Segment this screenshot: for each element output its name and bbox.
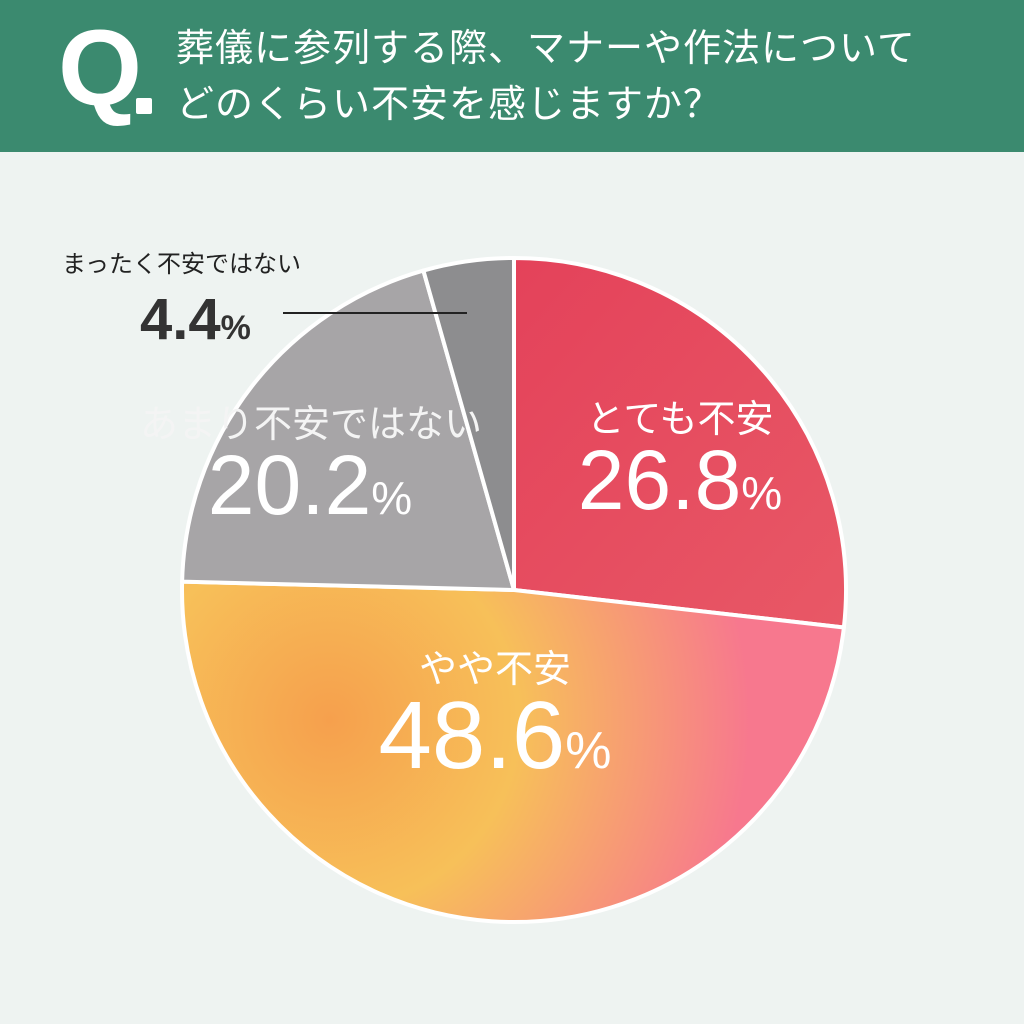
slice-not-anxious-at-all <box>421 256 516 592</box>
slice-unit: % <box>220 309 251 347</box>
slice-very-anxious <box>512 256 848 630</box>
slice-value-not-anxious-at-all: 4.4% <box>140 286 251 353</box>
slice-unit: % <box>371 472 413 524</box>
slice-name: やや不安 <box>418 647 571 691</box>
slice-label-not-anxious-at-all: まったく不安ではない <box>62 250 302 278</box>
leader-line <box>283 312 467 314</box>
slice-label-not-very-anxious: あまり不安ではない 20.2% <box>140 402 483 527</box>
question-line-1: 葬儀に参列する際、マナーや作法について <box>176 26 916 70</box>
slice-value: 26.8 <box>577 433 742 527</box>
slice-label-very-anxious: とても不安 26.8% <box>520 400 840 522</box>
question-dot <box>136 98 152 114</box>
question-mark: Q <box>58 7 142 128</box>
slice-label-somewhat-anxious: やや不安 48.6% <box>330 650 660 784</box>
slice-value: 20.2 <box>207 438 372 532</box>
slice-name: あまり不安ではない <box>140 402 483 446</box>
slice-unit: % <box>741 467 783 519</box>
question-line-2: どのくらい不安を感じますか？ <box>176 82 723 126</box>
slice-unit: % <box>565 722 612 780</box>
slice-not-very-anxious <box>180 268 516 592</box>
pie-slices <box>180 256 848 924</box>
question-header: Q 葬儀に参列する際、マナーや作法について どのくらい不安を感じますか？ <box>0 0 1024 152</box>
slice-name: とても不安 <box>586 397 774 441</box>
slice-value: 48.6 <box>378 682 566 789</box>
slice-somewhat-anxious <box>180 579 846 924</box>
slice-value: 4.4 <box>140 287 221 352</box>
